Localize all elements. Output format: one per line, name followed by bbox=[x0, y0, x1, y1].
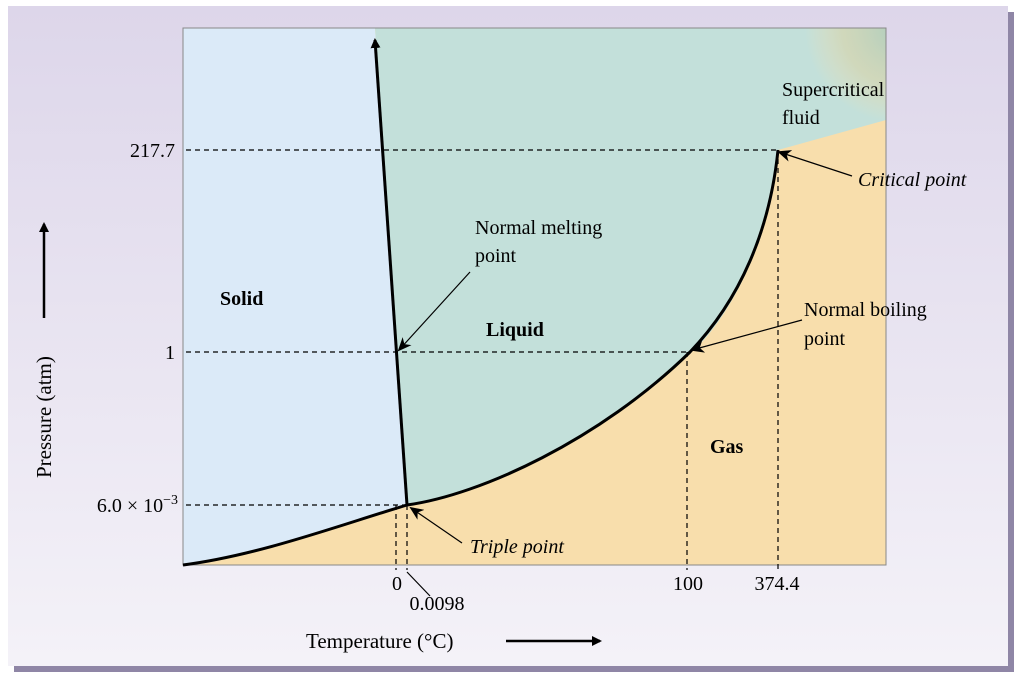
triple-point-arrow bbox=[409, 506, 463, 544]
melting-point-arrow bbox=[397, 271, 471, 352]
y-tick-1: 1 bbox=[165, 342, 175, 364]
solid-label: Solid bbox=[220, 288, 263, 310]
tick-0.0098-leader bbox=[406, 571, 431, 597]
vaporization-curve bbox=[406, 149, 780, 507]
phase-boundaries bbox=[182, 38, 780, 567]
y-tick-217.7: 217.7 bbox=[130, 140, 175, 162]
melting-point-label-line1: Normal melting bbox=[475, 217, 602, 239]
y-tick-triple-pressure: 6.0 × 10−3 bbox=[97, 493, 178, 517]
critical-point-arrow bbox=[777, 150, 853, 177]
x-tick-0: 0 bbox=[392, 573, 402, 595]
liquid-region bbox=[375, 28, 886, 505]
guide-lines bbox=[186, 149, 779, 570]
y-tick-triple-pressure-base: 6.0 × 10 bbox=[97, 495, 163, 517]
y-axis-title: Pressure (atm) bbox=[32, 356, 56, 478]
x-tick-100: 100 bbox=[673, 573, 703, 595]
melting-point-label-line2: point bbox=[475, 245, 517, 267]
critical-point-label: Critical point bbox=[858, 169, 967, 191]
x-tick-374.4: 374.4 bbox=[755, 573, 800, 595]
melting-curve bbox=[370, 38, 409, 506]
y-tick-triple-pressure-exponent: −3 bbox=[163, 493, 178, 508]
x-axis-title: Temperature (°C) bbox=[306, 629, 453, 653]
gas-label: Gas bbox=[710, 436, 744, 458]
boiling-point-arrow bbox=[690, 319, 803, 353]
triple-point-label: Triple point bbox=[470, 536, 564, 558]
x-tick-0.0098: 0.0098 bbox=[410, 593, 465, 615]
annotation-arrows bbox=[397, 150, 853, 597]
liquid-label: Liquid bbox=[486, 319, 544, 341]
sublimation-curve bbox=[182, 503, 408, 567]
solid-region bbox=[183, 28, 407, 565]
boiling-point-label-line2: point bbox=[804, 328, 846, 350]
supercritical-label-line1: Supercritical bbox=[782, 79, 885, 101]
supercritical-label-line2: fluid bbox=[782, 107, 820, 129]
boiling-point-label-line1: Normal boiling bbox=[804, 299, 927, 321]
supercritical-region bbox=[780, 28, 886, 158]
